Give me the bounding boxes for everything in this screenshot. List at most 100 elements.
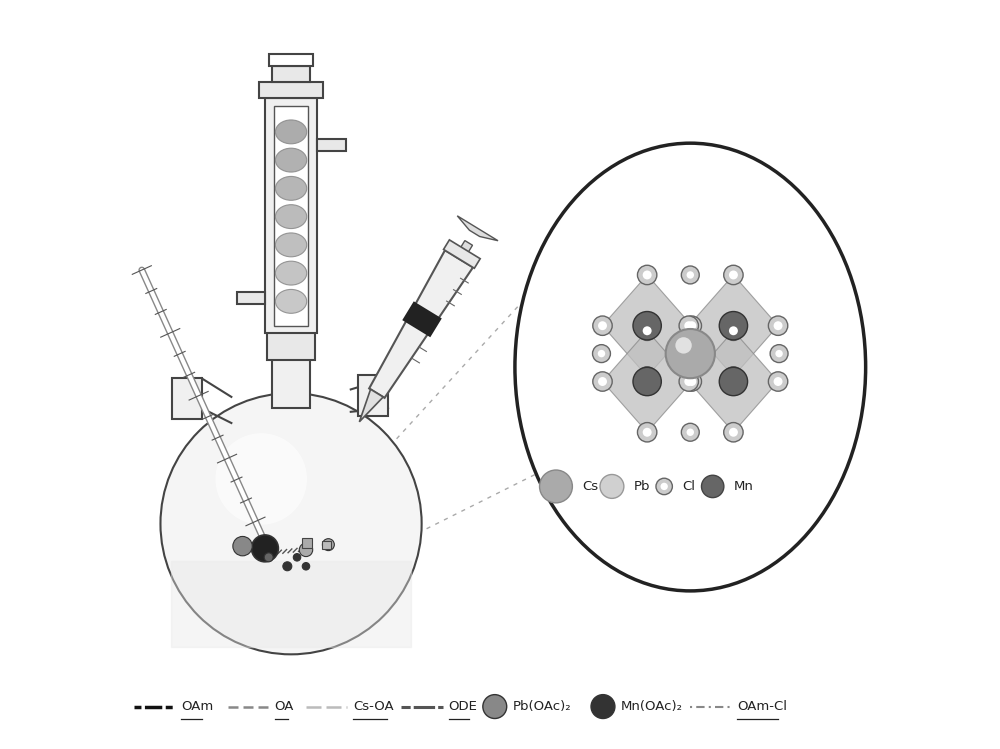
Ellipse shape	[515, 143, 866, 591]
Bar	[267, 330, 315, 360]
Text: OA: OA	[275, 700, 294, 713]
Circle shape	[729, 428, 738, 437]
Circle shape	[687, 428, 694, 436]
Circle shape	[593, 345, 610, 363]
Polygon shape	[402, 301, 442, 337]
Circle shape	[730, 271, 737, 279]
Text: Cs-OA: Cs-OA	[353, 700, 394, 713]
Ellipse shape	[275, 261, 307, 285]
Polygon shape	[455, 240, 473, 261]
Circle shape	[643, 271, 651, 279]
Circle shape	[637, 265, 657, 285]
Circle shape	[656, 478, 672, 494]
Circle shape	[768, 316, 788, 336]
Circle shape	[637, 422, 657, 442]
Bar	[322, 541, 331, 549]
Circle shape	[643, 270, 652, 279]
Circle shape	[730, 428, 737, 436]
Bar	[317, 139, 346, 151]
Circle shape	[633, 312, 661, 340]
Circle shape	[684, 321, 693, 330]
Circle shape	[679, 372, 698, 391]
Circle shape	[666, 329, 715, 378]
Circle shape	[682, 316, 702, 336]
Circle shape	[302, 562, 310, 570]
Text: Cl: Cl	[682, 480, 695, 493]
Circle shape	[293, 554, 301, 561]
Polygon shape	[444, 240, 480, 268]
Circle shape	[681, 266, 699, 284]
Circle shape	[724, 423, 742, 441]
Polygon shape	[603, 275, 692, 377]
Circle shape	[774, 321, 783, 330]
Ellipse shape	[275, 148, 307, 172]
Circle shape	[593, 372, 612, 391]
Circle shape	[675, 337, 692, 354]
Circle shape	[729, 270, 738, 279]
Circle shape	[729, 327, 738, 336]
Circle shape	[598, 321, 607, 330]
Ellipse shape	[275, 120, 307, 144]
Bar	[269, 54, 313, 66]
Circle shape	[719, 367, 748, 395]
Circle shape	[591, 694, 615, 718]
Polygon shape	[369, 250, 473, 398]
Circle shape	[687, 377, 696, 386]
Circle shape	[679, 316, 698, 336]
Circle shape	[729, 372, 738, 381]
Polygon shape	[689, 275, 778, 377]
Circle shape	[643, 327, 652, 336]
Ellipse shape	[275, 177, 307, 200]
Bar	[265, 98, 317, 333]
Circle shape	[593, 316, 612, 336]
Circle shape	[600, 475, 624, 498]
Bar	[259, 82, 323, 98]
Text: OAm: OAm	[181, 700, 214, 713]
Bar	[274, 106, 308, 326]
Polygon shape	[359, 389, 383, 422]
Circle shape	[322, 539, 334, 551]
Circle shape	[264, 553, 273, 562]
Text: ODE: ODE	[449, 700, 477, 713]
Ellipse shape	[275, 204, 307, 228]
Circle shape	[643, 428, 651, 436]
Circle shape	[637, 367, 657, 386]
Polygon shape	[172, 378, 202, 419]
Circle shape	[638, 266, 656, 284]
Circle shape	[637, 321, 657, 341]
Text: Cs: Cs	[582, 480, 598, 493]
Circle shape	[701, 475, 724, 497]
Circle shape	[216, 433, 307, 525]
Circle shape	[660, 483, 668, 490]
Circle shape	[633, 367, 661, 395]
Bar	[237, 291, 265, 303]
Bar	[302, 538, 312, 548]
Circle shape	[719, 312, 748, 340]
Circle shape	[233, 536, 252, 556]
Bar	[272, 66, 310, 82]
Circle shape	[643, 428, 652, 437]
Circle shape	[770, 345, 788, 363]
Circle shape	[638, 423, 656, 441]
Circle shape	[768, 372, 788, 391]
Ellipse shape	[275, 233, 307, 257]
Circle shape	[483, 694, 507, 718]
Circle shape	[598, 377, 607, 386]
Polygon shape	[457, 216, 498, 240]
Circle shape	[540, 470, 572, 503]
Polygon shape	[603, 331, 692, 432]
Ellipse shape	[275, 289, 307, 313]
Circle shape	[160, 393, 422, 655]
Circle shape	[687, 271, 694, 279]
Circle shape	[724, 321, 743, 341]
Circle shape	[283, 562, 292, 571]
Circle shape	[299, 543, 313, 557]
Circle shape	[775, 350, 783, 357]
Circle shape	[724, 367, 743, 386]
Text: Mn: Mn	[734, 480, 753, 493]
Circle shape	[724, 422, 743, 442]
Text: Mn(OAc)₂: Mn(OAc)₂	[621, 700, 683, 713]
Circle shape	[724, 265, 743, 285]
Text: Pb: Pb	[634, 480, 650, 493]
Circle shape	[252, 535, 278, 562]
